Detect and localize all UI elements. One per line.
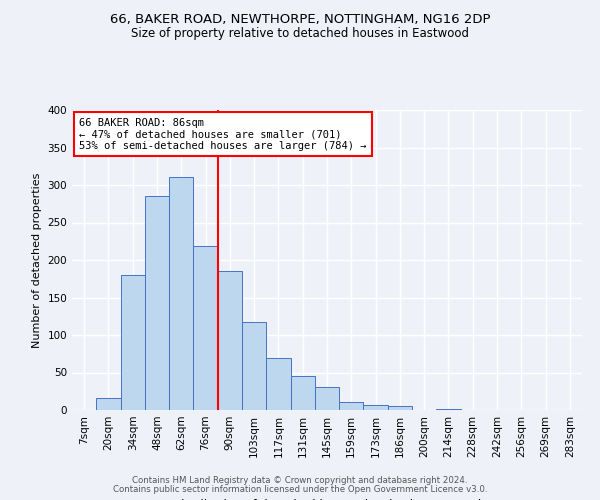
- Text: Contains public sector information licensed under the Open Government Licence v3: Contains public sector information licen…: [113, 485, 487, 494]
- Bar: [121, 275, 145, 410]
- Bar: [169, 177, 193, 410]
- Bar: [290, 376, 315, 410]
- Bar: [242, 322, 266, 410]
- Text: Contains HM Land Registry data © Crown copyright and database right 2024.: Contains HM Land Registry data © Crown c…: [132, 476, 468, 485]
- X-axis label: Distribution of detached houses by size in Eastwood: Distribution of detached houses by size …: [172, 498, 482, 500]
- Bar: [145, 196, 169, 410]
- Bar: [388, 406, 412, 410]
- Text: 66, BAKER ROAD, NEWTHORPE, NOTTINGHAM, NG16 2DP: 66, BAKER ROAD, NEWTHORPE, NOTTINGHAM, N…: [110, 12, 490, 26]
- Text: 66 BAKER ROAD: 86sqm
← 47% of detached houses are smaller (701)
53% of semi-deta: 66 BAKER ROAD: 86sqm ← 47% of detached h…: [79, 118, 367, 150]
- Bar: [339, 402, 364, 410]
- Bar: [193, 246, 218, 410]
- Bar: [315, 387, 339, 410]
- Bar: [436, 408, 461, 410]
- Y-axis label: Number of detached properties: Number of detached properties: [32, 172, 42, 348]
- Bar: [96, 398, 121, 410]
- Bar: [218, 271, 242, 410]
- Bar: [266, 358, 290, 410]
- Text: Size of property relative to detached houses in Eastwood: Size of property relative to detached ho…: [131, 28, 469, 40]
- Bar: [364, 405, 388, 410]
